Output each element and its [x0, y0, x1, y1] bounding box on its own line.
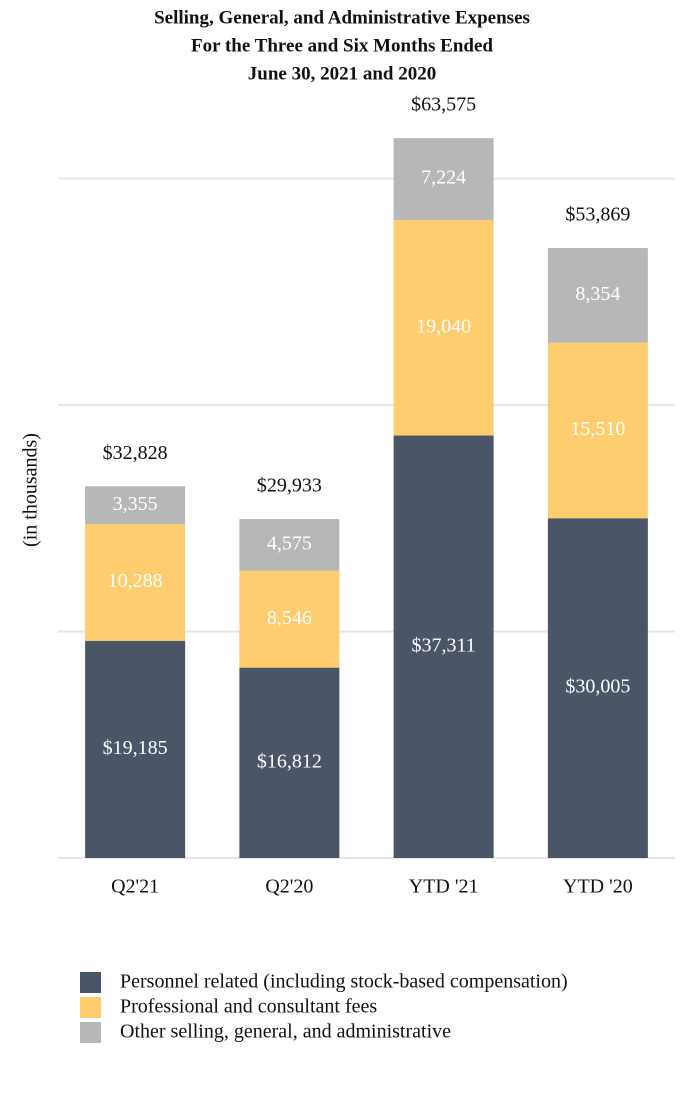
chart-title: June 30, 2021 and 2020 [248, 63, 436, 84]
data-label: $19,185 [103, 737, 168, 759]
chart-title: For the Three and Six Months Ended [191, 35, 493, 56]
data-label: 8,546 [267, 607, 312, 629]
bar-segment [85, 524, 186, 641]
data-label: $16,812 [257, 750, 322, 772]
bar-segment [239, 667, 340, 858]
total-label: $53,869 [565, 204, 630, 226]
legend-swatch [80, 997, 101, 1018]
chart-title: Selling, General, and Administrative Exp… [154, 7, 530, 28]
y-axis-label: (in thousands) [20, 433, 42, 547]
data-label: 8,354 [575, 283, 620, 305]
data-label: 19,040 [416, 315, 471, 337]
x-tick-label: YTD '21 [409, 876, 479, 898]
x-tick-label: Q2'21 [111, 876, 159, 898]
bar-segment [547, 248, 648, 343]
bar-segment [393, 435, 494, 858]
data-label: $30,005 [565, 676, 630, 698]
data-label: 4,575 [267, 533, 312, 555]
data-label: 3,355 [113, 493, 158, 515]
legend-swatch [80, 972, 101, 993]
x-tick-label: YTD '20 [563, 876, 633, 898]
bar-segment [85, 640, 186, 858]
data-label: 15,510 [570, 418, 625, 440]
bar-segment [547, 342, 648, 519]
x-tick-label: Q2'20 [265, 876, 313, 898]
total-label: $63,575 [411, 94, 476, 116]
legend-swatch [80, 1022, 101, 1043]
bar-segment [239, 570, 340, 668]
data-label: 7,224 [421, 167, 466, 189]
bar-segment [393, 138, 494, 220]
legend-label: Other selling, general, and administrati… [120, 1021, 451, 1043]
legend-label: Personnel related (including stock-based… [120, 971, 568, 993]
total-label: $29,933 [257, 475, 322, 497]
bar-segment [239, 519, 340, 571]
bar-segment [547, 518, 648, 858]
total-label: $32,828 [103, 442, 168, 464]
bar-segment [85, 486, 186, 525]
bar-segment [393, 219, 494, 436]
legend-label: Professional and consultant fees [120, 996, 377, 1018]
data-label: $37,311 [411, 634, 475, 656]
data-label: 10,288 [108, 570, 163, 592]
